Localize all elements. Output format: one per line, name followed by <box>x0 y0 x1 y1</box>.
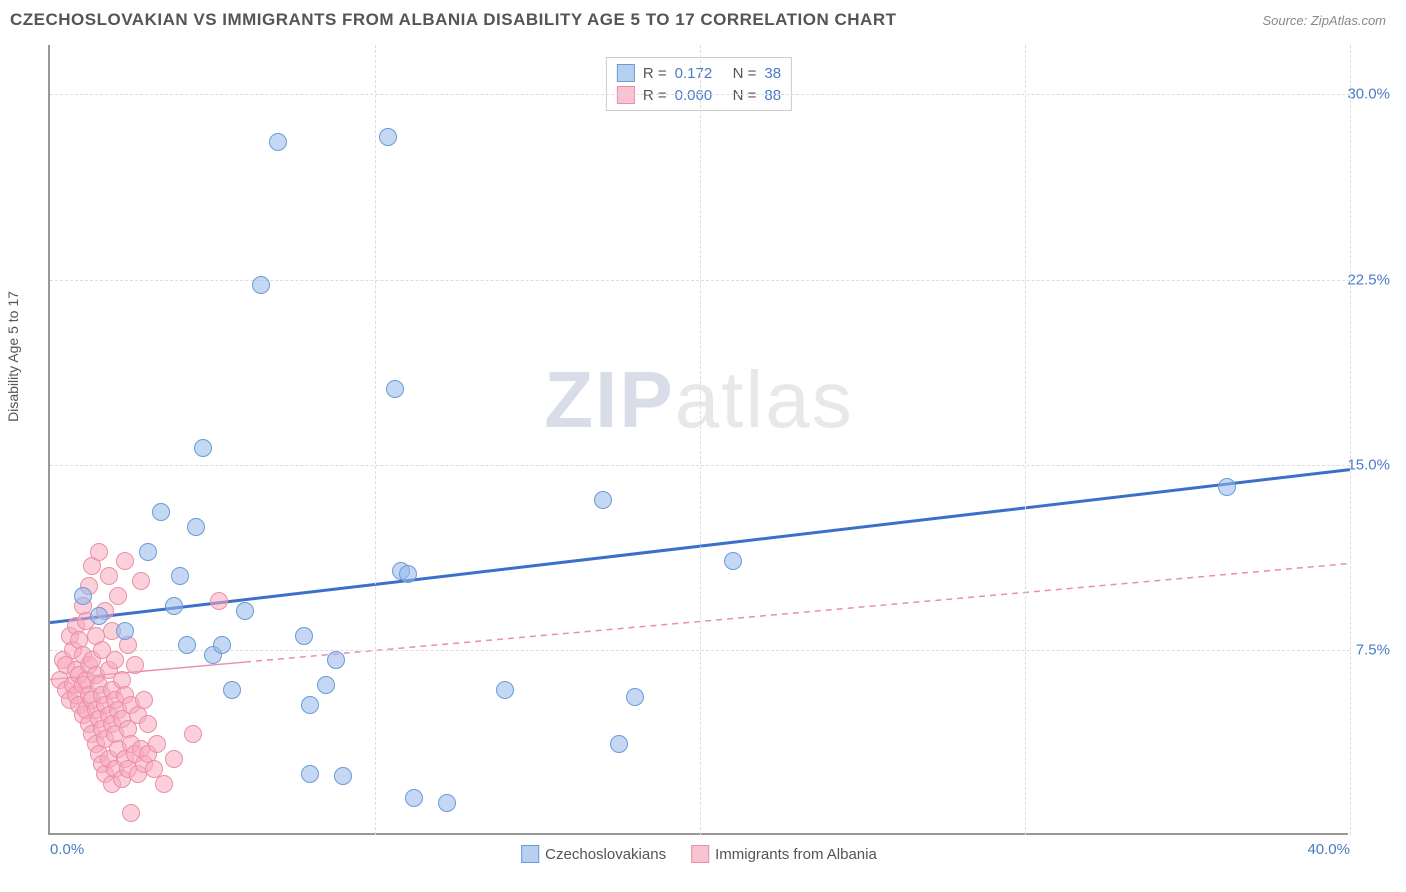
legend-label-2: Immigrants from Albania <box>715 846 877 863</box>
data-point <box>122 804 140 822</box>
data-point <box>327 651 345 669</box>
data-point <box>187 518 205 536</box>
data-point <box>90 607 108 625</box>
chart-title: CZECHOSLOVAKIAN VS IMMIGRANTS FROM ALBAN… <box>10 10 897 30</box>
data-point <box>100 567 118 585</box>
legend-series: Czechoslovakians Immigrants from Albania <box>521 845 877 863</box>
data-point <box>152 503 170 521</box>
data-point <box>223 681 241 699</box>
data-point <box>155 775 173 793</box>
data-point <box>148 735 166 753</box>
data-point <box>301 765 319 783</box>
data-point <box>405 789 423 807</box>
r-label: R = <box>643 65 667 82</box>
data-point <box>295 627 313 645</box>
header: CZECHOSLOVAKIAN VS IMMIGRANTS FROM ALBAN… <box>0 0 1406 30</box>
data-point <box>496 681 514 699</box>
data-point <box>610 735 628 753</box>
data-point <box>90 543 108 561</box>
data-point <box>210 592 228 610</box>
n-value-1: 38 <box>764 65 781 82</box>
data-point <box>236 602 254 620</box>
legend-item-1: Czechoslovakians <box>521 845 666 863</box>
data-point <box>1218 478 1236 496</box>
swatch-series-1 <box>617 64 635 82</box>
data-point <box>213 636 231 654</box>
y-tick-label: 15.0% <box>1347 456 1390 473</box>
data-point <box>317 676 335 694</box>
data-point <box>126 656 144 674</box>
data-point <box>194 439 212 457</box>
data-point <box>252 276 270 294</box>
x-tick-label: 40.0% <box>1307 841 1350 858</box>
legend-stats-row-1: R = 0.172 N = 38 <box>617 62 781 84</box>
y-tick-label: 22.5% <box>1347 271 1390 288</box>
data-point <box>139 543 157 561</box>
gridline-v <box>375 45 376 835</box>
y-axis-label: Disability Age 5 to 17 <box>5 291 21 422</box>
plot-area: ZIPatlas R = 0.172 N = 38 R = 0.060 N = … <box>48 45 1348 835</box>
data-point <box>399 565 417 583</box>
legend-label-1: Czechoslovakians <box>545 846 666 863</box>
data-point <box>386 380 404 398</box>
data-point <box>626 688 644 706</box>
data-point <box>106 651 124 669</box>
data-point <box>116 552 134 570</box>
data-point <box>379 128 397 146</box>
x-tick-label: 0.0% <box>50 841 84 858</box>
y-tick-label: 30.0% <box>1347 86 1390 103</box>
gridline-v <box>1025 45 1026 835</box>
data-point <box>438 794 456 812</box>
data-point <box>139 715 157 733</box>
data-point <box>165 750 183 768</box>
chart-container: Disability Age 5 to 17 ZIPatlas R = 0.17… <box>48 45 1388 835</box>
legend-stats: R = 0.172 N = 38 R = 0.060 N = 88 <box>606 57 792 111</box>
data-point <box>171 567 189 585</box>
data-point <box>178 636 196 654</box>
data-point <box>724 552 742 570</box>
legend-item-2: Immigrants from Albania <box>691 845 877 863</box>
data-point <box>116 622 134 640</box>
data-point <box>109 587 127 605</box>
data-point <box>135 691 153 709</box>
gridline-v <box>700 45 701 835</box>
data-point <box>334 767 352 785</box>
data-point <box>594 491 612 509</box>
data-point <box>184 725 202 743</box>
data-point <box>301 696 319 714</box>
data-point <box>132 572 150 590</box>
watermark: ZIPatlas <box>544 354 853 446</box>
source-credit: Source: ZipAtlas.com <box>1262 13 1386 28</box>
y-tick-label: 7.5% <box>1356 641 1390 658</box>
data-point <box>165 597 183 615</box>
n-label: N = <box>733 65 757 82</box>
data-point <box>74 587 92 605</box>
swatch-series-2b <box>691 845 709 863</box>
gridline-v <box>1350 45 1351 835</box>
data-point <box>269 133 287 151</box>
swatch-series-1b <box>521 845 539 863</box>
